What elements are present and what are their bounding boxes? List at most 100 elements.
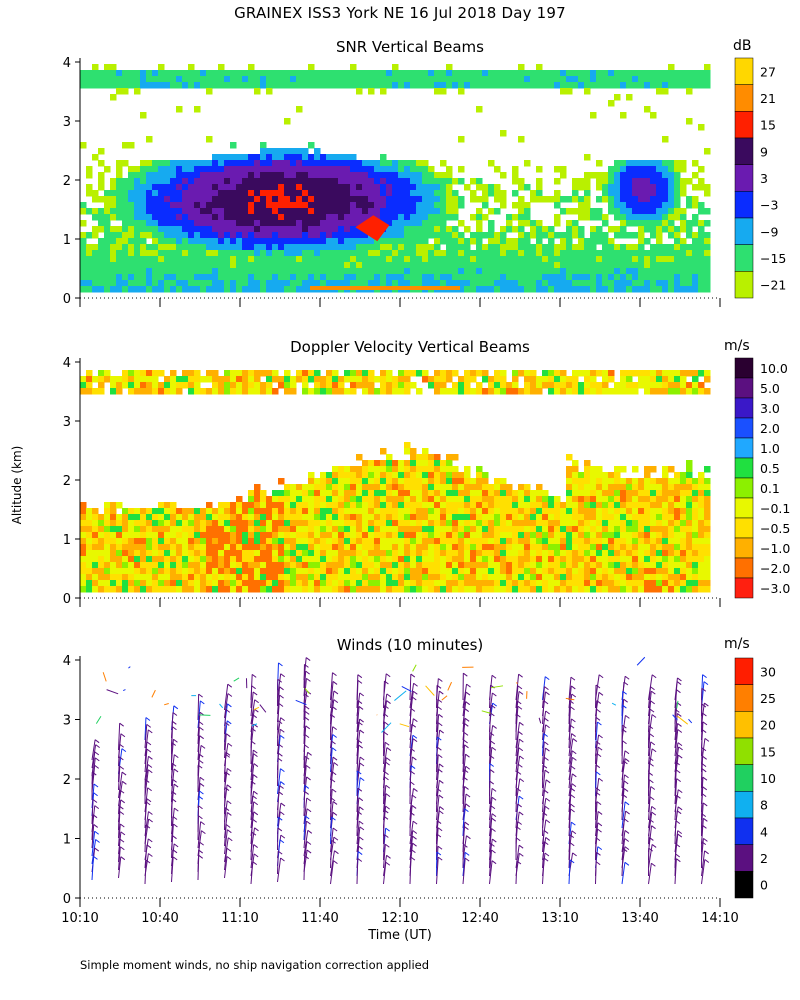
doppler-cell [302,550,309,557]
snr-cell [566,70,573,77]
snr-cell [434,82,441,89]
wind-barb-flag [198,693,203,698]
snr-cell [320,244,327,251]
doppler-cell [128,508,135,515]
doppler-cell [212,568,219,575]
doppler-cell [470,562,477,569]
doppler-cell [482,526,489,533]
doppler-cell [386,586,393,593]
doppler-cell [578,580,585,587]
snr-cell [542,250,549,257]
doppler-cell [698,568,705,575]
doppler-cell [278,544,285,551]
doppler-cell [674,580,681,587]
doppler-cell [236,574,243,581]
snr-cell [206,232,213,239]
doppler-cell [656,514,663,521]
doppler-cell [506,532,513,539]
doppler-cell [668,490,675,497]
doppler-cell [698,586,705,593]
wind-barb-flag [225,708,231,713]
doppler-cell [692,568,699,575]
snr-cell [410,256,417,263]
snr-cell [410,244,417,251]
doppler-cell [116,556,123,563]
doppler-cell [704,388,711,395]
doppler-cell [344,472,351,479]
snr-cell [128,244,135,251]
snr-cell [302,190,309,197]
doppler-cell [446,538,453,545]
snr-cell [272,244,279,251]
snr-cell [146,178,153,185]
doppler-cell [572,502,579,509]
doppler-cell [452,472,459,479]
doppler-cell [674,574,681,581]
doppler-cell [218,586,225,593]
snr-cell [176,208,183,215]
doppler-cell [356,466,363,473]
snr-cell [398,226,405,233]
doppler-cell [674,562,681,569]
snr-cell [86,244,93,251]
snr-cell [422,232,429,239]
doppler-cell [410,526,417,533]
doppler-cell [584,376,591,383]
snr-cell [170,208,177,215]
snr-cell [668,184,675,191]
doppler-cell [248,550,255,557]
snr-cell [302,286,309,293]
snr-cell [218,178,225,185]
doppler-cell [536,586,543,593]
doppler-cell [356,454,363,461]
doppler-cell [332,382,339,389]
doppler-cell [596,490,603,497]
doppler-cell [452,568,459,575]
doppler-cell [452,580,459,587]
snr-cell [458,202,465,209]
doppler-cell [536,502,543,509]
wind-barb-flag [227,742,233,747]
doppler-cell [458,514,465,521]
snr-cell [302,208,309,215]
snr-cell [584,196,591,203]
doppler-cell [140,508,147,515]
snr-cell [260,286,267,293]
snr-cell [608,262,615,269]
doppler-cell [116,376,123,383]
snr-cell [134,268,141,275]
doppler-cell [494,484,501,491]
doppler-cell [662,370,669,377]
snr-cell [524,250,531,257]
doppler-cell [584,460,591,467]
doppler-cell [212,370,219,377]
snr-cell [296,250,303,257]
snr-cell [692,232,699,239]
doppler-cell [410,520,417,527]
snr-cell [524,232,531,239]
snr-cell [218,184,225,191]
doppler-cell [326,556,333,563]
snr-cell [92,286,99,293]
doppler-cell [494,550,501,557]
doppler-cell [284,532,291,539]
doppler-cell [500,550,507,557]
snr-cell [656,160,663,167]
doppler-cell [572,376,579,383]
doppler-cell [128,376,135,383]
snr-cell [230,268,237,275]
snr-cell [632,196,639,203]
snr-cell [608,208,615,215]
snr-cell [494,262,501,269]
doppler-cell [428,550,435,557]
doppler-cell [356,508,363,515]
doppler-cell [374,490,381,497]
wind-barb-flag [173,705,179,710]
snr-cell [440,76,447,83]
snr-cell [128,142,135,149]
snr-cell [80,250,87,257]
wind-barb-flag [226,720,232,725]
snr-cell [266,226,273,233]
doppler-cell [464,370,471,377]
doppler-cell [338,538,345,545]
